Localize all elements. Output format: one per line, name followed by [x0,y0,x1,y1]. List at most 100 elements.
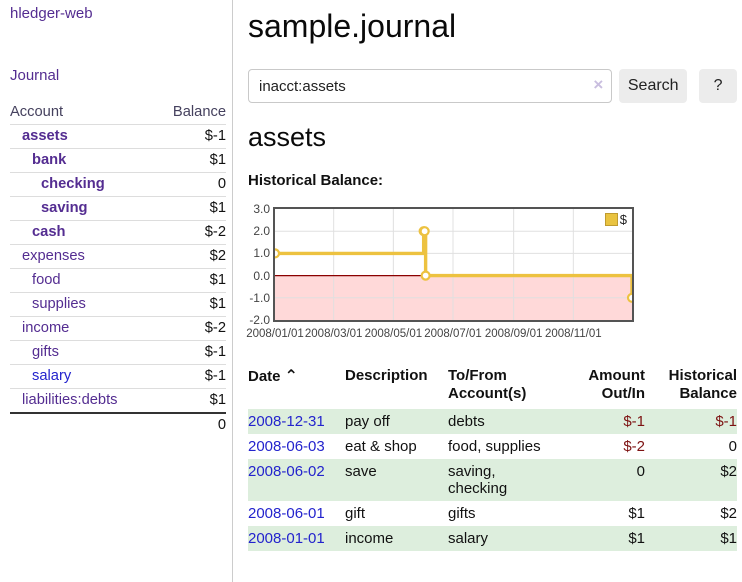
y-axis-tick-label: -2.0 [249,313,270,327]
column-header-amount: Amount Out/In [588,367,645,402]
account-balance: $-1 [154,124,226,149]
transaction-balance: $2 [720,505,737,522]
account-link-bank[interactable]: bank [32,152,67,168]
account-link-expenses[interactable]: expenses [22,248,85,264]
account-row: gifts $-1 [10,340,226,365]
chart-title: Historical Balance: [248,172,384,189]
y-axis-tick-label: 2.0 [253,224,270,239]
account-row: food $1 [10,268,226,293]
transaction-row: 2008-06-02 save saving, checking 0 $2 [248,459,737,501]
x-axis-tick-label: 2008/07/01 [424,328,482,340]
transaction-accounts: salary [448,530,489,547]
transaction-description: gift [345,505,366,522]
transaction-balance: $-1 [715,413,737,430]
account-link-saving[interactable]: saving [41,200,88,216]
search-button[interactable]: Search [619,69,688,103]
account-heading: assets [248,122,327,152]
transaction-description: income [345,530,394,547]
account-row: income $-2 [10,316,226,341]
transaction-amount: 0 [636,463,645,480]
account-link-assets[interactable]: assets [22,128,68,144]
legend-swatch [604,213,618,226]
x-axis-tick-label: 2008/09/01 [484,328,543,340]
y-axis-tick-label: 3.0 [253,202,270,216]
account-balance: $-1 [154,364,226,389]
account-link-liabilities-debts[interactable]: liabilities:debts [22,392,118,408]
chart-plot-area: $ [273,207,634,322]
page-title: sample.journal [248,8,457,44]
account-row: assets $-1 [10,124,226,149]
transaction-date-link[interactable]: 2008-01-01 [248,530,325,547]
accounts-header-balance: Balance [154,101,226,125]
transaction-row: 2008-06-03 eat & shop food, supplies $-2… [248,434,737,459]
account-link-income[interactable]: income [22,320,70,336]
transaction-amount: $1 [628,530,645,547]
x-axis-tick-label: 2008/03/01 [304,328,363,340]
account-balance: $-2 [154,316,226,341]
transaction-row: 2008-06-01 gift gifts $1 $2 [248,501,737,526]
account-balance: $1 [154,196,226,221]
account-row: checking 0 [10,172,226,197]
account-balance: $1 [154,148,226,173]
transaction-date-link[interactable]: 2008-06-03 [248,438,325,455]
clear-search-icon[interactable]: × [593,75,604,94]
transaction-accounts: saving, checking [448,463,508,497]
transaction-date-link[interactable]: 2008-12-31 [248,413,325,430]
help-button[interactable]: ? [699,69,737,103]
balance-chart: $ 3.0 2.0 1.0 0.0 -1.0 -2.0 2008/01/01 2008/03/… [246,202,668,343]
transaction-accounts: debts [448,413,485,430]
column-header-accounts: To/From Account(s) [448,367,527,402]
account-row: bank $1 [10,148,226,173]
account-row: cash $-2 [10,220,226,245]
transaction-amount: $-2 [623,438,645,455]
transaction-amount: $1 [628,505,645,522]
account-row: saving $1 [10,196,226,221]
accounts-header-account: Account [10,101,155,125]
accounts-total-balance: 0 [154,412,226,437]
sort-asc-icon: ⌃ [284,366,298,385]
account-link-supplies[interactable]: supplies [32,296,86,312]
y-axis-tick-label: 0.0 [253,268,270,283]
accounts-table: Account Balance assets $-1 bank $1 check… [10,101,226,437]
account-balance: $1 [154,388,226,414]
account-row: supplies $1 [10,292,226,317]
transaction-date-link[interactable]: 2008-06-01 [248,505,325,522]
chart-series [275,209,632,320]
sidebar-item-journal[interactable]: Journal [10,67,60,84]
account-link-cash[interactable]: cash [32,224,66,240]
transaction-accounts: food, supplies [448,438,541,455]
main-content: sample.journal × Search ? assets Histori… [246,0,737,551]
transactions-table: Date ⌃ Description To/From Account(s) Amo… [248,364,737,551]
account-balance: $1 [154,268,226,293]
account-row: salary $-1 [10,364,226,389]
x-axis-tick-label: 2008/05/01 [364,328,423,340]
search-input[interactable] [248,69,613,103]
y-axis-tick-label: -1.0 [249,290,270,305]
transaction-accounts: gifts [448,505,476,522]
column-header-date[interactable]: Date ⌃ [248,366,298,386]
transaction-date-link[interactable]: 2008-06-02 [248,463,325,480]
transactions-header-row: Date ⌃ Description To/From Account(s) Amo… [248,364,737,409]
chart-legend: $ [604,212,627,227]
account-link-gifts[interactable]: gifts [32,344,59,360]
transaction-balance: 0 [728,438,737,455]
account-link-checking[interactable]: checking [41,176,105,192]
account-link-food[interactable]: food [32,272,61,288]
account-balance: $1 [154,292,226,317]
accounts-total-row: 0 [10,412,226,437]
accounts-header-row: Account Balance [10,101,226,125]
transaction-balance: $1 [720,530,737,547]
brand-link[interactable]: hledger-web [10,5,93,22]
transaction-description: pay off [345,413,390,430]
transaction-row: 2008-12-31 pay off debts $-1 $-1 [248,409,737,434]
transaction-row: 2008-01-01 income salary $1 $1 [248,526,737,551]
account-row: liabilities:debts $1 [10,388,226,414]
transaction-description: eat & shop [345,438,417,455]
account-balance: $-1 [154,340,226,365]
transaction-balance: $2 [720,463,737,480]
y-axis-tick-label: 1.0 [253,246,270,261]
account-link-salary[interactable]: salary [32,368,72,384]
account-balance: $2 [154,244,226,269]
column-header-description: Description [345,367,428,384]
legend-label: $ [619,212,627,227]
